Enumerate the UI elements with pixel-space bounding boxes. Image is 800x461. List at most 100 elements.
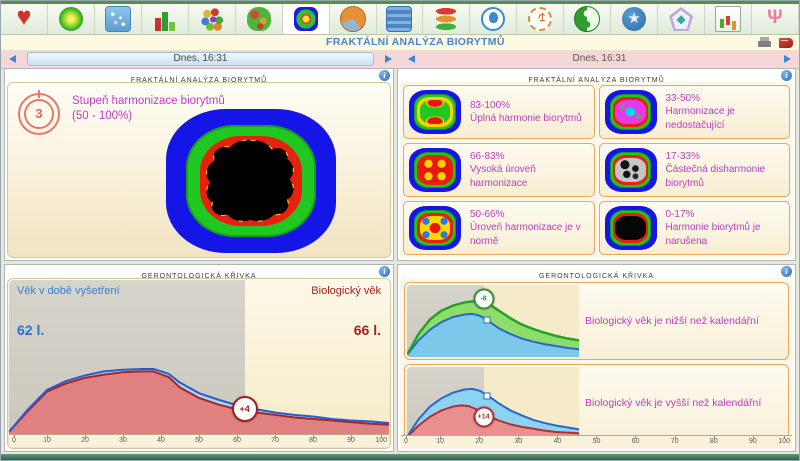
toolbar-pie-chart-button[interactable] xyxy=(329,4,377,34)
report-chart-icon xyxy=(715,6,742,32)
toolbar-molecules-button[interactable] xyxy=(188,4,236,34)
axis-tick: 80 xyxy=(309,435,317,444)
date-navigation: Dnes, 16:31 Dnes, 16:31 xyxy=(1,51,799,69)
axis-tick: 80 xyxy=(709,436,718,445)
om-icon xyxy=(528,7,553,31)
status-bar xyxy=(1,454,799,460)
toolbar-pentagon-cube-button[interactable] xyxy=(658,4,706,34)
head-profile-icon xyxy=(481,7,506,31)
harmony-legend-card: 17-33% Částečná disharmonie biorytmů xyxy=(598,143,790,197)
main-area: FRAKTÁLNÍ ANALÝZA BIORYTMŮ 3 Stupeň harm… xyxy=(1,66,799,454)
description-label: Úroveň harmonizace je v normě xyxy=(470,222,581,247)
axis-tick: 10 xyxy=(436,436,444,445)
gerontological-chart: Věk v době vyšetření 62 l. Biologický vě… xyxy=(9,280,389,435)
toolbar-antenna-button[interactable] xyxy=(752,4,799,34)
info-icon[interactable] xyxy=(379,70,390,81)
info-icon[interactable] xyxy=(781,70,792,81)
toolbar-bar-chart-button[interactable] xyxy=(141,4,189,34)
axis-tick: 60 xyxy=(233,435,241,444)
description-label: Částečná disharmonie biorytmů xyxy=(665,164,766,189)
toolbar-brain-map-button[interactable] xyxy=(235,4,283,34)
card-text: 83-100% Úplná harmonie biorytmů xyxy=(470,99,582,126)
harmony-legend-card: 33-50% Harmonizace je nedostačující xyxy=(598,85,790,139)
date-label-left: Dnes, 16:31 xyxy=(173,53,228,64)
yin-yang-icon xyxy=(574,6,601,32)
fractal-legend-body: 83-100% Úplná harmonie biorytmů 33-50% H… xyxy=(400,82,793,258)
harmonization-label-line2: (50 - 100%) xyxy=(72,109,133,122)
toolbar-head-profile-button[interactable] xyxy=(470,4,518,34)
age-axis: 0 10 20 30 40 50 60 70 80 90 100 xyxy=(401,435,792,448)
waveform-icon xyxy=(386,6,413,32)
harmonization-gauge: 3 xyxy=(18,93,60,135)
printer-icon[interactable] xyxy=(758,37,771,48)
age-axis: 0 10 20 30 40 50 60 70 80 90 100 xyxy=(9,434,389,447)
card-text: 33-50% Harmonizace je nedostačující xyxy=(666,92,785,133)
toolbar-aura-button[interactable] xyxy=(47,4,95,34)
range-label: 33-50% xyxy=(665,92,700,104)
axis-tick: 0 xyxy=(12,435,16,444)
panel-header-label: FRAKTÁLNÍ ANALÝZA BIORYTMŮ xyxy=(130,77,268,84)
panel-header-label: GERONTOLOGICKÁ KŘIVKA xyxy=(538,273,654,280)
toolbar-star-button[interactable] xyxy=(611,4,659,34)
pentagon-cube-icon xyxy=(669,7,694,31)
axis-tick: 100 xyxy=(778,436,790,445)
title-bar-actions xyxy=(758,37,793,48)
fractal-thumbnail xyxy=(604,206,657,250)
toolbar xyxy=(1,1,799,35)
date-label-right[interactable]: Dnes, 16:31 xyxy=(572,53,627,64)
fractal-thumbnail xyxy=(409,90,461,134)
gero-legend-body: -8 Biologický věk je nižší než kalendářn… xyxy=(400,278,793,449)
examined-age-label: Věk v době vyšetření xyxy=(17,285,120,297)
prev-date-arrow-icon[interactable] xyxy=(9,55,16,63)
toolbar-layers-button[interactable] xyxy=(423,4,471,34)
toolbar-heart-button[interactable] xyxy=(1,3,48,34)
fractal-thumbnail xyxy=(409,148,461,192)
axis-tick: 0 xyxy=(404,436,408,445)
book-icon[interactable] xyxy=(779,37,793,48)
axis-tick: 60 xyxy=(631,436,640,445)
toolbar-fractal-button[interactable] xyxy=(282,4,330,34)
gero-legend-card: -8 Biologický věk je nižší než kalendářn… xyxy=(404,282,789,360)
panel-header-label: FRAKTÁLNÍ ANALÝZA BIORYTMŮ xyxy=(528,77,665,84)
panel-fractal-main: FRAKTÁLNÍ ANALÝZA BIORYTMŮ 3 Stupeň harm… xyxy=(4,68,394,261)
gero-main-body: Věk v době vyšetření 62 l. Biologický vě… xyxy=(7,278,391,449)
harmonization-label-line1: Stupeň harmonizace biorytmů xyxy=(72,95,225,107)
toolbar-om-button[interactable] xyxy=(517,4,565,34)
description-label: Vysoká úroveň harmonizace xyxy=(470,164,536,189)
aura-icon xyxy=(58,7,83,31)
axis-tick: 70 xyxy=(670,436,679,445)
range-label: 17-33% xyxy=(665,150,700,162)
info-icon[interactable] xyxy=(379,266,390,277)
info-icon[interactable] xyxy=(781,266,792,277)
harmony-legend-card: 50-66% Úroveň harmonizace je v normě xyxy=(403,201,595,255)
age-difference-marker: +14 xyxy=(473,406,495,428)
card-text: 0-17% Harmonie biorytmů je narušena xyxy=(666,208,785,249)
next-date-arrow-icon[interactable] xyxy=(784,55,791,63)
description-label: Biologický věk je nižší než kalendářní xyxy=(585,315,759,327)
scatter-card-icon xyxy=(104,6,131,32)
axis-tick: 30 xyxy=(514,436,523,445)
toolbar-waveform-button[interactable] xyxy=(376,4,424,34)
panel-header-label: GERONTOLOGICKÁ KŘIVKA xyxy=(141,273,257,280)
toolbar-scatter-card-button[interactable] xyxy=(94,4,142,34)
fractal-thumbnail xyxy=(604,90,657,134)
brain-map-icon xyxy=(246,7,271,31)
range-label: 50-66% xyxy=(470,208,505,220)
panel-gero-main: GERONTOLOGICKÁ KŘIVKA Věk v době vyšetře… xyxy=(4,264,394,452)
toolbar-yin-yang-button[interactable] xyxy=(564,4,612,34)
next-date-arrow-icon[interactable] xyxy=(385,55,392,63)
date-selector-left[interactable]: Dnes, 16:31 xyxy=(27,52,374,66)
date-bar-right: Dnes, 16:31 xyxy=(400,51,799,68)
card-text: 66-83% Vysoká úroveň harmonizace xyxy=(470,150,589,191)
harmony-legend-card: 66-83% Vysoká úroveň harmonizace xyxy=(403,143,595,197)
panel-header: GERONTOLOGICKÁ KŘIVKA xyxy=(5,265,393,280)
examined-age-value: 62 l. xyxy=(17,322,45,338)
card-text: 17-33% Částečná disharmonie biorytmů xyxy=(666,150,785,191)
toolbar-report-chart-button[interactable] xyxy=(705,4,752,34)
panel-header: GERONTOLOGICKÁ KŘIVKA xyxy=(398,265,795,280)
panel-header: FRAKTÁLNÍ ANALÝZA BIORYTMŮ xyxy=(398,69,795,84)
fractal-thumbnail xyxy=(604,148,657,192)
prev-date-arrow-icon[interactable] xyxy=(408,55,415,63)
bar-chart-icon xyxy=(152,7,177,31)
